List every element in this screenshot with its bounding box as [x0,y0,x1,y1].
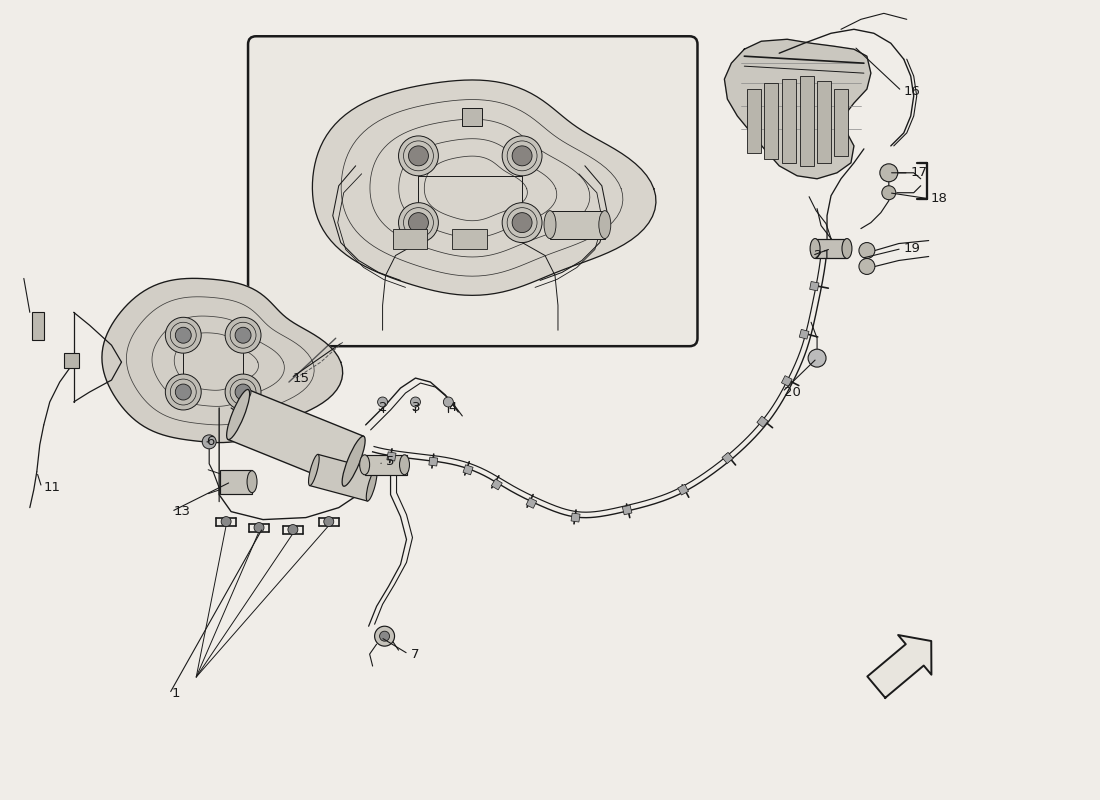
Polygon shape [867,635,932,698]
Circle shape [408,213,428,233]
Ellipse shape [227,390,250,439]
Bar [462,108,482,126]
Polygon shape [312,80,656,295]
Bar [492,479,503,490]
Text: 5: 5 [386,455,394,468]
Bar [463,465,473,475]
Ellipse shape [342,436,365,486]
Circle shape [254,522,264,533]
Ellipse shape [248,470,257,493]
Bar [526,498,537,508]
Bar [815,238,847,258]
Bar [550,210,605,238]
Bar [32,312,44,340]
Circle shape [288,525,298,534]
Ellipse shape [399,455,409,474]
Text: 19: 19 [904,242,921,255]
Bar [220,470,252,494]
Circle shape [410,397,420,407]
Circle shape [235,327,251,343]
Circle shape [323,517,333,526]
Ellipse shape [810,238,821,258]
Circle shape [226,374,261,410]
Circle shape [503,136,542,176]
FancyBboxPatch shape [249,36,697,346]
Circle shape [226,318,261,353]
Text: 17: 17 [911,166,927,179]
Circle shape [882,186,895,200]
Text: 16: 16 [904,85,921,98]
Circle shape [859,242,874,258]
Circle shape [408,146,428,166]
Circle shape [808,349,826,367]
Bar [64,353,78,368]
Circle shape [235,384,251,400]
Circle shape [513,146,532,166]
Circle shape [165,374,201,410]
Ellipse shape [308,454,319,486]
Circle shape [202,435,217,449]
Bar [817,81,830,163]
Bar [722,452,734,463]
Bar [364,455,407,474]
Text: 3: 3 [412,402,421,414]
Text: 21: 21 [814,249,832,262]
Circle shape [377,397,387,407]
Bar [764,83,778,159]
Bar [781,376,792,386]
Text: 6: 6 [206,435,214,448]
Ellipse shape [366,470,377,501]
Text: 1: 1 [172,687,179,701]
Circle shape [398,202,439,242]
Bar [571,513,580,522]
Bar [429,457,438,466]
Circle shape [398,136,439,176]
Bar [387,452,396,461]
Circle shape [221,517,231,526]
Circle shape [859,258,874,274]
Ellipse shape [598,210,611,238]
Text: 18: 18 [931,192,947,206]
Circle shape [880,164,898,182]
Circle shape [175,327,191,343]
Bar [782,79,796,163]
Text: 11: 11 [44,481,60,494]
Circle shape [443,397,453,407]
Bar [747,89,761,153]
Circle shape [379,631,389,641]
Ellipse shape [842,238,851,258]
Ellipse shape [544,210,556,238]
Bar [393,229,428,249]
Ellipse shape [360,455,370,474]
Text: 13: 13 [174,505,190,518]
Text: 15: 15 [293,371,310,385]
Polygon shape [725,39,871,178]
Bar [800,76,814,166]
Bar [757,416,768,427]
Circle shape [503,202,542,242]
Bar [810,282,820,291]
Bar [834,89,848,156]
Polygon shape [228,390,364,486]
Text: 7: 7 [410,648,419,661]
Bar [452,229,487,249]
Bar [800,330,808,339]
Text: 20: 20 [784,386,801,398]
Circle shape [513,213,532,233]
Circle shape [175,384,191,400]
Circle shape [165,318,201,353]
Polygon shape [102,278,343,442]
Polygon shape [310,454,376,501]
Text: 4: 4 [449,402,456,414]
Circle shape [375,626,395,646]
Bar [678,484,689,495]
Text: 2: 2 [378,402,387,414]
Bar [623,505,631,514]
